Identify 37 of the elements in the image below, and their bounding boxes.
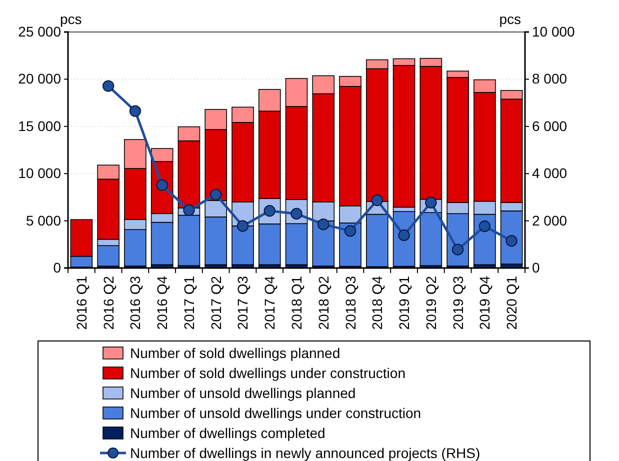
x-tick-label: 2017 Q1 bbox=[180, 276, 197, 330]
y-tick-label: 15 000 bbox=[18, 118, 62, 134]
x-tick-label: 2020 Q1 bbox=[504, 276, 520, 330]
legend-label: Number of sold dwellings under construction bbox=[130, 365, 406, 381]
x-tick-label: 2019 Q3 bbox=[450, 276, 466, 330]
x-tick-label: 2018 Q4 bbox=[369, 276, 386, 330]
y2-tick-label: 10 000 bbox=[532, 23, 576, 40]
x-tick-label: 2016 Q1 bbox=[73, 276, 90, 330]
legend-label: Number of dwellings in newly announced projects (RHS) bbox=[130, 445, 480, 461]
legend-label: Number of dwellings completed bbox=[130, 425, 326, 441]
x-tick-label: 2017 Q3 bbox=[234, 276, 251, 330]
y-tick-label: 25 000 bbox=[18, 23, 62, 40]
y-tick-label: 0 bbox=[53, 259, 62, 276]
x-tick-label: 2016 Q4 bbox=[154, 276, 170, 330]
y2-tick-label: 0 bbox=[532, 259, 540, 276]
x-tick-label: 2017 Q2 bbox=[208, 276, 224, 330]
legend-label: Number of unsold dwellings planned bbox=[130, 385, 356, 401]
y-tick-label: 20 000 bbox=[18, 70, 62, 87]
x-tick-label: 2019 Q1 bbox=[396, 276, 412, 330]
y2-tick-label: 2 000 bbox=[532, 212, 568, 228]
x-tick-label: 2018 Q2 bbox=[315, 276, 332, 330]
x-tick-label: 2016 Q2 bbox=[100, 276, 116, 330]
y-tick-label: 10 000 bbox=[18, 165, 62, 182]
x-tick-label: 2016 Q3 bbox=[127, 276, 144, 330]
legend-label: Number of sold dwellings planned bbox=[130, 345, 340, 361]
y-axis-title: pcs bbox=[60, 11, 82, 27]
y2-tick-label: 4 000 bbox=[532, 165, 568, 182]
y2-tick-label: 6 000 bbox=[532, 118, 568, 134]
x-tick-label: 2019 Q4 bbox=[476, 276, 493, 330]
legend-label: Number of unsold dwellings under construction bbox=[130, 405, 422, 421]
y2-axis-title: pcs bbox=[499, 11, 521, 27]
x-tick-label: 2019 Q2 bbox=[422, 276, 439, 330]
x-tick-label: 2018 Q1 bbox=[288, 276, 304, 330]
y-tick-label: 5 000 bbox=[26, 212, 62, 228]
y2-tick-label: 8 000 bbox=[532, 70, 568, 87]
x-tick-label: 2017 Q4 bbox=[262, 276, 278, 330]
x-tick-label: 2018 Q3 bbox=[342, 276, 358, 330]
